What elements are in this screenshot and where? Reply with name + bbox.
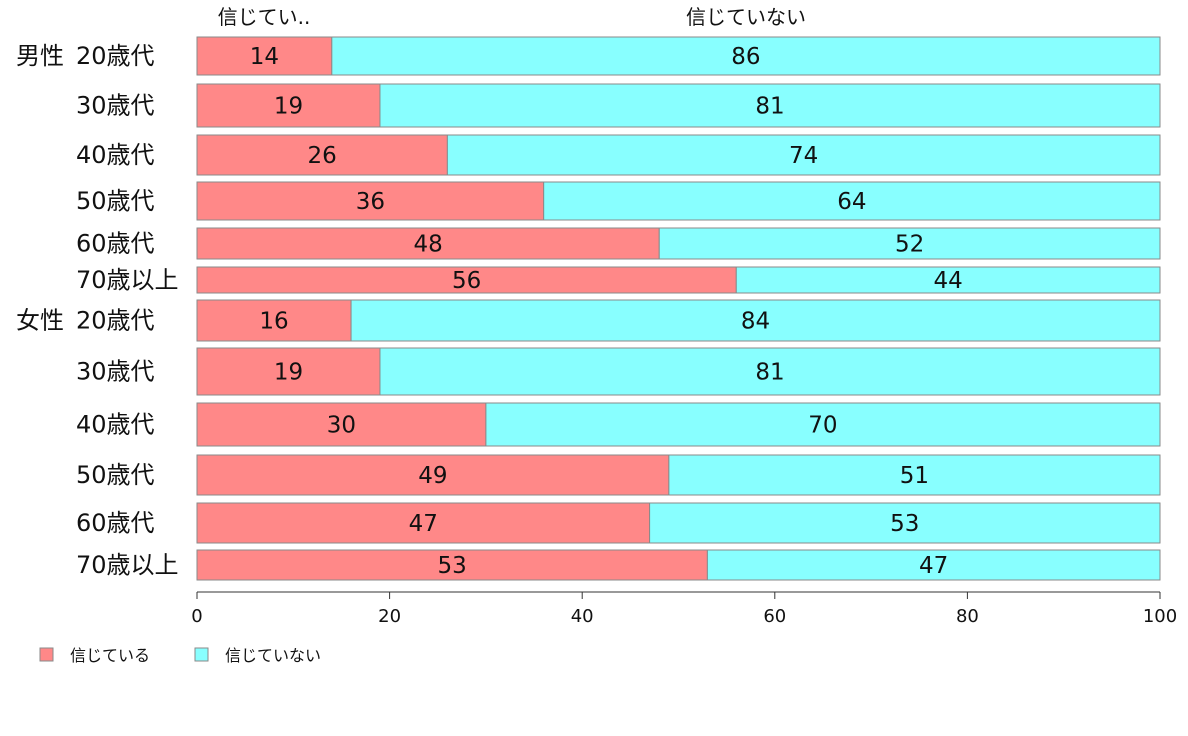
bar-believe — [196, 227, 660, 260]
bar-not-believe — [350, 299, 1161, 342]
data-label: 36 — [356, 189, 385, 215]
category-label: 60歳代 — [76, 230, 155, 258]
data-label: 16 — [259, 309, 288, 335]
category-label: 30歳代 — [76, 358, 155, 386]
x-tick-label: 80 — [956, 606, 979, 627]
data-label: 44 — [933, 268, 962, 294]
data-label: 56 — [452, 268, 481, 294]
category-label: 30歳代 — [76, 92, 155, 120]
bar-believe — [196, 83, 381, 128]
bar-believe — [196, 549, 708, 581]
data-label: 64 — [837, 189, 866, 215]
column-header-believe: 信じてい.. — [218, 5, 311, 29]
bars: 14 86 19 81 26 74 36 64 48 52 56 44 16 84 19 81 30 70 49 51… — [196, 36, 1161, 581]
column-headers: 信じてい.. 信じていない — [218, 5, 806, 29]
x-axis: 0 20 40 60 80 100 — [191, 591, 1177, 627]
data-label: 53 — [438, 553, 467, 579]
category-label: 40歳代 — [76, 411, 155, 439]
data-label: 70 — [808, 413, 837, 439]
data-label: 14 — [250, 44, 279, 70]
data-label: 19 — [274, 360, 303, 386]
bar-not-believe — [331, 36, 1161, 76]
bar-believe — [196, 36, 333, 76]
bar-not-believe — [379, 83, 1161, 128]
legend-label-believe: 信じている — [70, 646, 150, 665]
category-labels: 20歳代 30歳代 40歳代 50歳代 60歳代 70歳以上 20歳代 30歳代 40歳代 50歳… — [76, 42, 179, 579]
category-label: 50歳代 — [76, 187, 155, 215]
data-label: 52 — [895, 232, 924, 258]
bar-not-believe — [543, 181, 1161, 221]
legend-swatch-believe — [39, 647, 54, 662]
data-label: 49 — [418, 463, 447, 489]
data-label: 81 — [755, 360, 784, 386]
data-label: 47 — [919, 553, 948, 579]
x-tick-label: 40 — [571, 606, 594, 627]
bar-believe — [196, 299, 352, 342]
bar-believe — [196, 502, 651, 544]
data-label: 26 — [308, 143, 337, 169]
data-label: 51 — [900, 463, 929, 489]
data-label: 74 — [789, 143, 818, 169]
bar-not-believe — [649, 502, 1161, 544]
category-label: 60歳代 — [76, 509, 155, 537]
x-tick-label: 0 — [191, 606, 202, 627]
category-label: 70歳以上 — [76, 551, 179, 579]
data-label: 84 — [741, 309, 770, 335]
group-labels: 男性 女性 — [16, 42, 64, 335]
bar-not-believe — [485, 402, 1161, 447]
category-label: 20歳代 — [76, 307, 155, 335]
data-label: 86 — [731, 44, 760, 70]
data-label: 30 — [327, 413, 356, 439]
legend-label-not-believe: 信じていない — [225, 646, 321, 665]
column-header-not-believe: 信じていない — [686, 5, 806, 29]
bar-not-believe — [379, 347, 1161, 396]
x-tick-label: 100 — [1143, 606, 1177, 627]
bar-not-believe — [735, 266, 1161, 294]
data-label: 53 — [890, 511, 919, 537]
category-label: 70歳以上 — [76, 266, 179, 294]
data-label: 81 — [755, 94, 784, 120]
legend: 信じている 信じていない — [39, 646, 321, 665]
category-label: 50歳代 — [76, 461, 155, 489]
x-tick-label: 60 — [763, 606, 786, 627]
category-label: 20歳代 — [76, 42, 155, 70]
bar-not-believe — [668, 454, 1161, 496]
bar-not-believe — [706, 549, 1161, 581]
data-label: 19 — [274, 94, 303, 120]
group-label-male: 男性 — [16, 42, 64, 70]
x-tick-label: 20 — [378, 606, 401, 627]
group-label-female: 女性 — [16, 307, 64, 335]
data-label: 48 — [413, 232, 442, 258]
bar-not-believe — [658, 227, 1161, 260]
category-label: 40歳代 — [76, 141, 155, 169]
bar-believe — [196, 134, 448, 176]
legend-swatch-not-believe — [194, 647, 209, 662]
bar-believe — [196, 181, 545, 221]
bar-believe — [196, 402, 487, 447]
data-label: 47 — [409, 511, 438, 537]
bar-believe — [196, 454, 670, 496]
bar-not-believe — [446, 134, 1161, 176]
